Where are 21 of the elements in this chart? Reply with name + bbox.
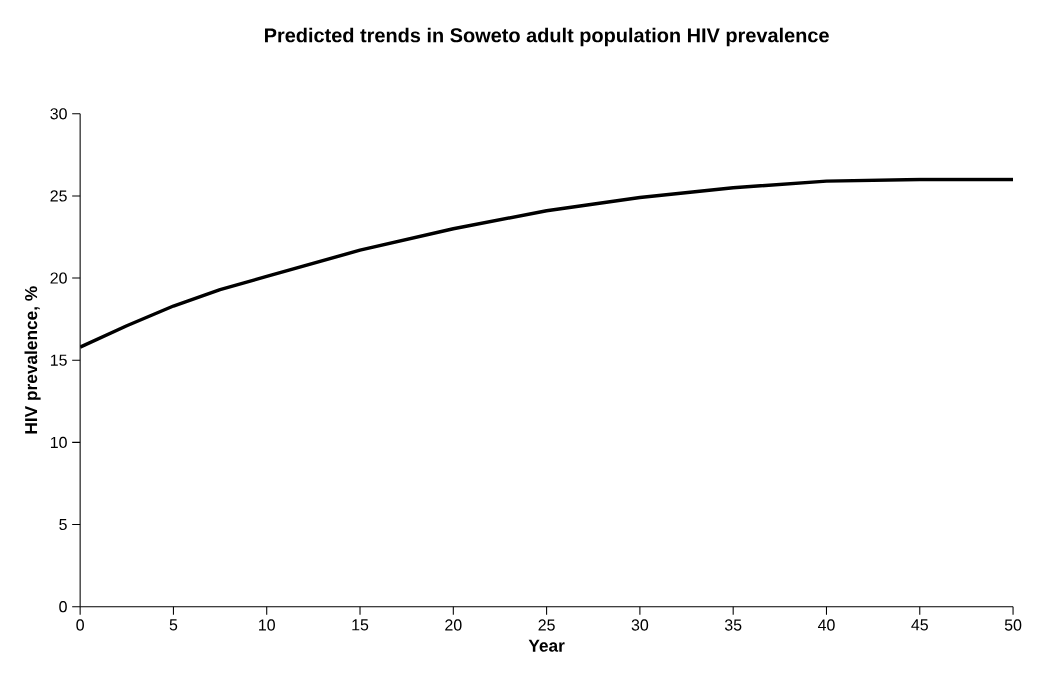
x-tick-label: 50 xyxy=(1004,619,1022,631)
y-tick-label: 20 xyxy=(50,272,67,284)
y-tick-label: 15 xyxy=(50,354,67,366)
x-tick-label: 25 xyxy=(538,619,555,631)
y-axis-title: HIV prevalence, % xyxy=(24,286,41,434)
x-tick-label: 15 xyxy=(352,619,369,631)
y-tick-label: 0 xyxy=(59,601,67,613)
y-tick-label: 25 xyxy=(50,190,67,202)
x-tick-label: 35 xyxy=(724,619,742,631)
y-tick-label: 30 xyxy=(50,108,67,120)
x-tick-label: 45 xyxy=(911,619,928,631)
x-tick-label: 20 xyxy=(445,619,462,631)
x-tick-label: 0 xyxy=(76,619,84,631)
x-tick-label: 5 xyxy=(169,619,178,631)
y-tick-label: 10 xyxy=(50,436,67,448)
x-tick-label: 40 xyxy=(817,619,835,631)
x-axis-title: Year xyxy=(528,639,565,652)
x-tick-label: 10 xyxy=(259,619,275,631)
chart-title: Predicted trends in Soweto adult population HIV prevalence xyxy=(265,27,829,47)
y-tick-label: 5 xyxy=(59,518,67,531)
x-tick-label: 30 xyxy=(631,619,649,631)
